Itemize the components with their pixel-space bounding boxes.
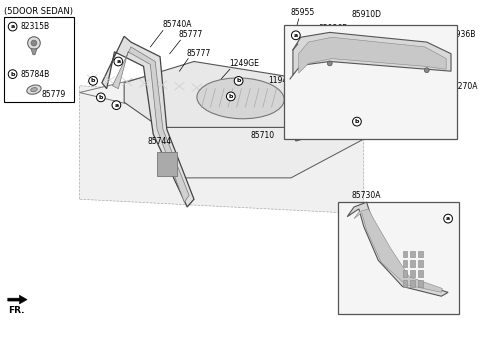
- Circle shape: [8, 70, 17, 78]
- Text: 87250B: 87250B: [291, 105, 320, 114]
- Text: 85730A: 85730A: [351, 191, 381, 200]
- Text: 85740A: 85740A: [163, 21, 192, 30]
- Polygon shape: [160, 121, 364, 178]
- Bar: [410, 260, 415, 267]
- Text: a: a: [446, 216, 450, 221]
- Bar: [157, 152, 177, 176]
- Text: 85710: 85710: [250, 131, 275, 140]
- Text: b: b: [237, 78, 241, 84]
- Polygon shape: [299, 37, 446, 73]
- Bar: [410, 270, 415, 277]
- Polygon shape: [80, 86, 364, 214]
- Ellipse shape: [197, 78, 284, 119]
- Text: 1243HX: 1243HX: [367, 78, 397, 87]
- Polygon shape: [112, 47, 189, 202]
- Circle shape: [227, 92, 235, 101]
- Text: 85777: 85777: [427, 231, 451, 240]
- Text: b: b: [355, 119, 359, 124]
- Bar: [410, 251, 415, 258]
- Text: b: b: [91, 78, 96, 84]
- Text: a: a: [11, 24, 15, 29]
- Polygon shape: [291, 105, 364, 141]
- Text: 85955: 85955: [291, 8, 315, 17]
- Bar: [403, 270, 408, 277]
- Text: 1249EA: 1249EA: [427, 251, 456, 260]
- Circle shape: [114, 57, 123, 66]
- Circle shape: [291, 31, 300, 40]
- Text: 57270A: 57270A: [448, 82, 478, 91]
- Circle shape: [234, 77, 243, 85]
- Circle shape: [327, 61, 332, 66]
- Circle shape: [424, 68, 429, 73]
- Polygon shape: [347, 202, 448, 296]
- Ellipse shape: [27, 85, 41, 94]
- Polygon shape: [31, 49, 37, 55]
- Polygon shape: [80, 66, 250, 107]
- Polygon shape: [293, 32, 451, 75]
- Bar: [418, 280, 423, 286]
- Polygon shape: [124, 62, 364, 127]
- Ellipse shape: [31, 88, 37, 92]
- Text: (5DOOR SEDAN): (5DOOR SEDAN): [4, 7, 73, 16]
- Bar: [403, 260, 408, 267]
- Bar: [284, 25, 457, 139]
- Text: 1243HX: 1243HX: [297, 65, 327, 74]
- Circle shape: [31, 40, 37, 46]
- Text: 85910D: 85910D: [351, 10, 381, 19]
- Text: a: a: [114, 103, 119, 108]
- Text: FR.: FR.: [8, 306, 24, 315]
- Circle shape: [444, 214, 453, 223]
- Text: 85777: 85777: [179, 30, 203, 39]
- Bar: [403, 280, 408, 286]
- Text: 85744: 85744: [147, 136, 172, 145]
- Circle shape: [89, 77, 97, 85]
- Bar: [403, 251, 408, 258]
- Bar: [410, 280, 415, 286]
- Text: 85779: 85779: [42, 90, 66, 99]
- Text: 85777: 85777: [427, 270, 451, 279]
- Bar: [4, 17, 74, 102]
- Circle shape: [28, 37, 40, 49]
- Text: 85936B: 85936B: [318, 24, 348, 33]
- Bar: [418, 270, 423, 277]
- Text: 1249GE: 1249GE: [229, 59, 259, 68]
- Text: b: b: [99, 95, 103, 100]
- Circle shape: [96, 93, 105, 102]
- Polygon shape: [8, 295, 27, 304]
- Text: 82315B: 82315B: [20, 22, 49, 31]
- Text: 85777: 85777: [186, 49, 210, 58]
- Text: 85936B: 85936B: [446, 30, 476, 39]
- Polygon shape: [102, 36, 194, 207]
- Text: 1194GB: 1194GB: [269, 76, 299, 85]
- Bar: [418, 251, 423, 258]
- Bar: [418, 260, 423, 267]
- Circle shape: [353, 117, 361, 126]
- Bar: [337, 202, 459, 314]
- Text: b: b: [11, 72, 15, 77]
- Text: a: a: [116, 59, 120, 64]
- Text: 85784B: 85784B: [20, 70, 49, 79]
- Polygon shape: [354, 209, 442, 292]
- Text: a: a: [294, 33, 298, 38]
- Text: b: b: [228, 94, 233, 99]
- Circle shape: [112, 101, 121, 110]
- Circle shape: [8, 22, 17, 31]
